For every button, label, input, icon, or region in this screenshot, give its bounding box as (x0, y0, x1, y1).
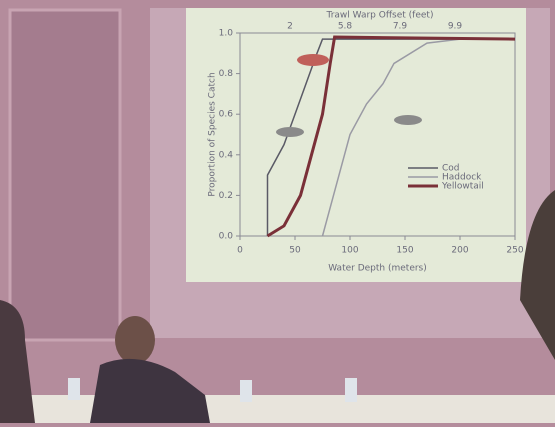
bottle (68, 378, 80, 400)
page: {"chart_data": {"type": "line", "top_axi… (0, 0, 555, 423)
bottle (240, 380, 252, 402)
top-axis-label: Trawl Warp Offset (feet) (326, 11, 434, 21)
top-tick-label: 7.9 (393, 22, 408, 32)
bottle (345, 378, 357, 402)
top-tick-label: 5.8 (338, 22, 353, 32)
fish-icon (297, 54, 329, 66)
y-axis-label: Proportion of Species Catch (208, 72, 218, 196)
top-tick-label: 2 (287, 22, 293, 32)
x-tick-label: 50 (289, 246, 301, 256)
x-tick-label: 150 (396, 246, 413, 256)
y-tick-label: 0.4 (219, 150, 234, 160)
wall-panel (10, 10, 120, 340)
person-head (115, 316, 155, 364)
legend-label: Yellowtail (441, 182, 484, 192)
table (0, 395, 555, 423)
slide (186, 8, 526, 282)
x-tick-label: 250 (506, 246, 523, 256)
x-axis-label: Water Depth (meters) (328, 264, 427, 274)
top-tick-label: 9.9 (448, 22, 463, 32)
x-tick-label: 0 (237, 246, 243, 256)
scene: 0.0 0.2 0.4 0.6 0.8 1.0 0 50 100 150 200 250 Water D… (0, 0, 555, 423)
fish-icon (394, 115, 422, 125)
y-tick-label: 0.2 (219, 191, 233, 201)
y-tick-label: 0.0 (219, 232, 234, 242)
x-tick-label: 200 (451, 246, 468, 256)
y-tick-label: 0.6 (219, 110, 234, 120)
y-tick-label: 0.8 (219, 69, 234, 79)
x-tick-label: 100 (341, 246, 358, 256)
y-tick-label: 1.0 (219, 29, 234, 39)
fish-icon (276, 127, 304, 137)
